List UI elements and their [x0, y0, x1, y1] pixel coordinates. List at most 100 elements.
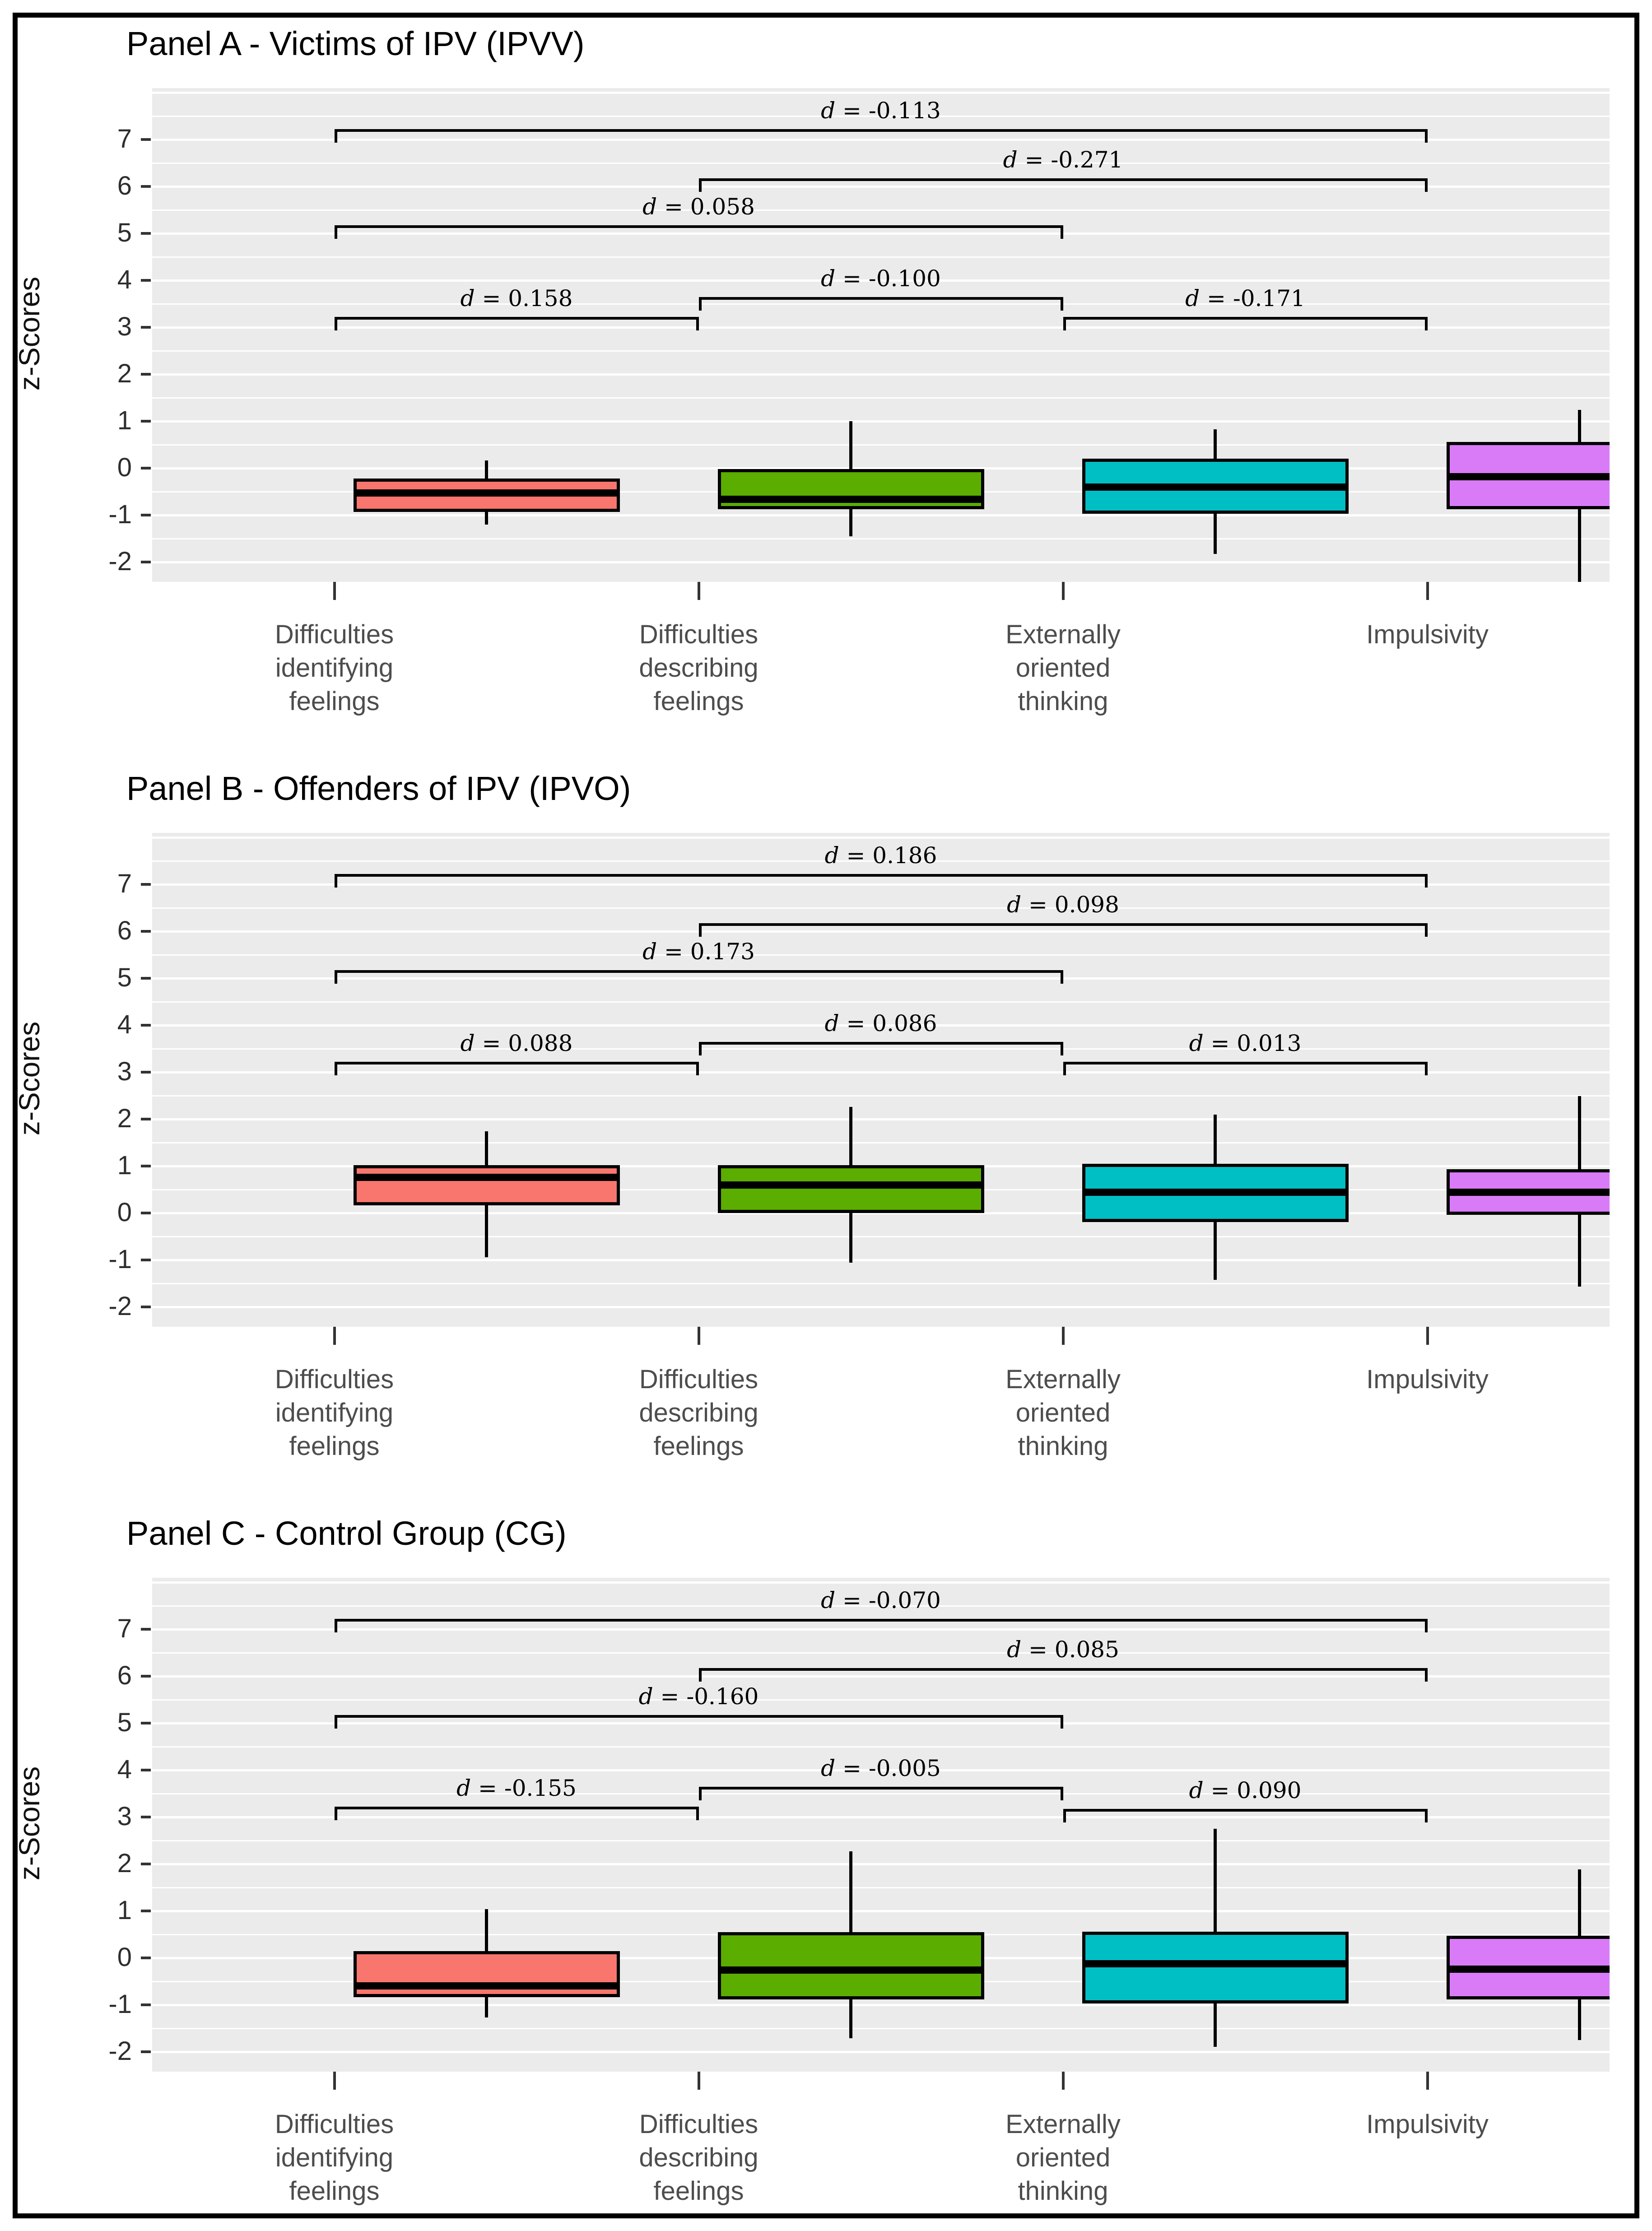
median-line: [1082, 1960, 1349, 1967]
y-tick: [141, 138, 151, 141]
effect-size-label: d = 0.085: [1007, 1636, 1119, 1663]
comparison-bracket: [334, 874, 1428, 877]
x-tick: [333, 582, 336, 600]
gridline-major: [152, 1863, 1610, 1865]
y-tick-label: 2: [117, 359, 132, 389]
x-category-label: Impulsivity: [1366, 1365, 1489, 1394]
median-line: [353, 489, 620, 497]
effect-size-label: d = 0.088: [460, 1030, 573, 1056]
bracket-end-tick: [334, 316, 337, 330]
median-line: [1082, 483, 1349, 491]
bracket-end-tick: [1063, 316, 1066, 330]
x-tick: [333, 1327, 336, 1345]
x-tick: [1061, 582, 1065, 600]
bracket-end-tick: [334, 1715, 337, 1729]
bracket-end-tick: [1063, 1061, 1066, 1075]
gridline-major: [152, 836, 1610, 839]
bracket-end-tick: [1424, 1061, 1428, 1075]
y-tick: [141, 373, 151, 376]
gridline-minor: [152, 2027, 1610, 2029]
y-tick-label: 5: [117, 218, 132, 248]
gridline-minor: [152, 1652, 1610, 1654]
y-tick-label: 6: [117, 1661, 132, 1691]
effect-size-label: d = 0.013: [1189, 1030, 1302, 1056]
y-tick-label: -1: [108, 1245, 132, 1274]
median-line: [717, 1966, 984, 1974]
gridline-minor: [152, 1001, 1610, 1003]
x-tick: [697, 2072, 700, 2090]
gridline-minor: [152, 162, 1610, 164]
x-category-label: Difficulties describing feelings: [639, 2110, 759, 2206]
y-tick: [141, 232, 151, 235]
bracket-end-tick: [334, 874, 337, 888]
gridline-major: [152, 326, 1610, 329]
bracket-end-tick: [1424, 1668, 1428, 1682]
x-tick: [1426, 582, 1429, 600]
y-tick: [141, 1024, 151, 1027]
median-line: [353, 1174, 620, 1181]
y-tick: [141, 1675, 151, 1678]
bracket-end-tick: [696, 1061, 699, 1075]
y-tick: [141, 2003, 151, 2007]
effect-size-label: d = -0.100: [821, 265, 941, 292]
y-tick: [141, 420, 151, 423]
median-line: [1082, 1188, 1349, 1196]
y-tick-label: 4: [117, 265, 132, 295]
bracket-end-tick: [1424, 923, 1428, 937]
bracket-end-tick: [1060, 1786, 1063, 1800]
y-tick: [141, 977, 151, 980]
comparison-bracket: [698, 178, 1428, 181]
y-tick: [141, 1118, 151, 1121]
gridline-minor: [152, 1236, 1610, 1237]
x-category-label: Externally oriented thinking: [1005, 2110, 1121, 2206]
gridline-major: [152, 1212, 1610, 1214]
gridline-major: [152, 1071, 1610, 1074]
bracket-end-tick: [1060, 297, 1063, 311]
comparison-bracket: [1063, 1061, 1428, 1064]
y-tick-label: -2: [108, 547, 132, 576]
y-tick-label: -1: [108, 500, 132, 530]
bracket-end-tick: [698, 1041, 702, 1055]
gridline-major: [152, 977, 1610, 980]
effect-size-label: d = -0.113: [821, 97, 941, 124]
gridline-major: [152, 2050, 1610, 2053]
gridline-major: [152, 1910, 1610, 1912]
y-axis-label: z-Scores: [13, 1766, 46, 1881]
plot-area: d = -0.070 d = 0.085 d = -0.160 d = -0.005 d…: [152, 1578, 1610, 2072]
comparison-bracket: [334, 129, 1428, 132]
gridline-major: [152, 1628, 1610, 1631]
median-line: [717, 495, 984, 503]
gridline-major: [152, 1118, 1610, 1120]
effect-size-label: d = 0.186: [824, 842, 937, 869]
y-tick-label: 0: [117, 1198, 132, 1227]
y-tick-label: 1: [117, 406, 132, 436]
y-tick-label: 0: [117, 453, 132, 483]
y-tick-label: 1: [117, 1896, 132, 1925]
effect-size-label: d = -0.005: [821, 1755, 941, 1781]
bracket-end-tick: [1060, 225, 1063, 239]
comparison-bracket: [334, 1618, 1428, 1622]
bracket-end-tick: [1424, 1618, 1428, 1632]
y-tick: [141, 279, 151, 282]
gridline-minor: [152, 1048, 1610, 1050]
gridline-major: [152, 1306, 1610, 1308]
y-tick-label: 4: [117, 1010, 132, 1040]
boxplot-box: [1082, 1932, 1349, 2004]
y-tick: [141, 1816, 151, 1819]
y-tick-label: 6: [117, 916, 132, 946]
bracket-end-tick: [696, 316, 699, 330]
y-tick: [141, 1863, 151, 1866]
bracket-end-tick: [1060, 1715, 1063, 1729]
boxplot-box: [353, 1951, 620, 1997]
comparison-bracket: [698, 1668, 1428, 1671]
x-tick: [1061, 1327, 1065, 1345]
gridline-major: [152, 514, 1610, 516]
bracket-end-tick: [1424, 178, 1428, 192]
effect-size-label: d = -0.070: [821, 1587, 941, 1613]
y-tick: [141, 1722, 151, 1725]
y-tick: [141, 1628, 151, 1631]
bracket-end-tick: [334, 225, 337, 239]
gridline-minor: [152, 444, 1610, 446]
bracket-end-tick: [1060, 1041, 1063, 1055]
y-tick: [141, 1910, 151, 1913]
